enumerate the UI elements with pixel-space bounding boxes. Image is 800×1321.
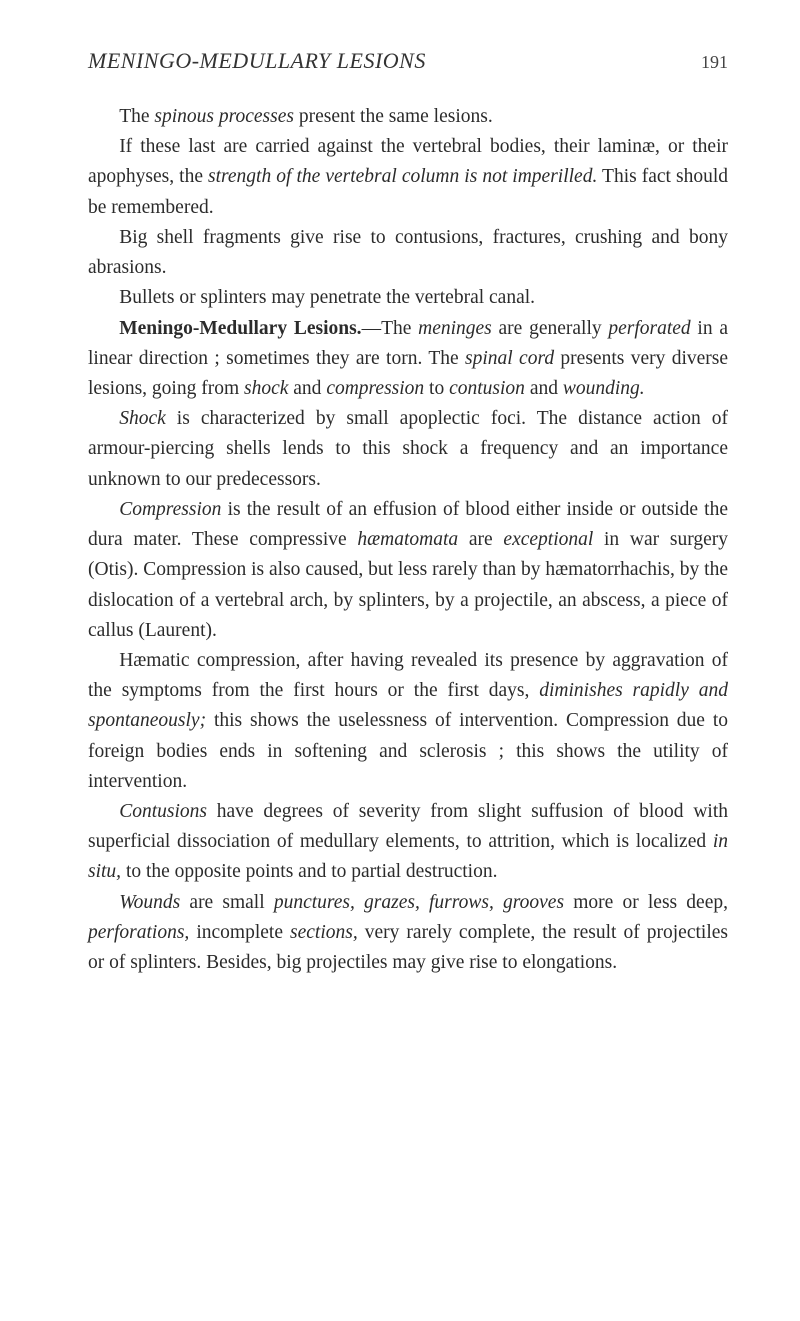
- text: —The: [362, 318, 419, 339]
- italic-text: shock: [244, 378, 288, 399]
- text: is characterized by small apoplectic foc…: [88, 408, 728, 489]
- paragraph-10: Wounds are small punctures, grazes, furr…: [88, 888, 728, 979]
- italic-text: sections,: [290, 922, 358, 943]
- italic-text: contusion: [449, 378, 525, 399]
- text: incomplete: [189, 922, 290, 943]
- italic-text: meninges: [418, 318, 492, 339]
- text: are gene­rally: [492, 318, 609, 339]
- text: more or less deep,: [564, 892, 728, 913]
- text: The: [119, 106, 154, 127]
- running-title: MENINGO-MEDULLARY LESIONS: [88, 48, 426, 74]
- italic-text: perforated: [608, 318, 690, 339]
- text: and: [525, 378, 563, 399]
- italic-text: perforations,: [88, 922, 189, 943]
- italic-text: Compression: [119, 499, 221, 520]
- page-content: The spinous processes present the same l…: [88, 102, 728, 978]
- italic-text: Contusions: [119, 801, 207, 822]
- text: present the same lesions.: [294, 106, 493, 127]
- text: and: [288, 378, 326, 399]
- text: to the opposite points and to partial de…: [121, 861, 497, 882]
- paragraph-2: If these last are carried against the ve…: [88, 132, 728, 223]
- paragraph-3: Big shell fragments give rise to contusi…: [88, 223, 728, 283]
- italic-text: strength of the vertebral column is not …: [208, 166, 597, 187]
- text: are small: [180, 892, 274, 913]
- italic-text: Shock: [119, 408, 166, 429]
- paragraph-6: Shock is characterized by small apoplect…: [88, 404, 728, 495]
- page-number: 191: [701, 52, 728, 73]
- paragraph-7: Compression is the result of an effusion…: [88, 495, 728, 646]
- text: Bullets or splinters may penetrate the v…: [119, 287, 535, 308]
- paragraph-5: Meningo-Medullary Lesions.—The meninges …: [88, 314, 728, 405]
- text: are: [458, 529, 503, 550]
- paragraph-1: The spinous processes present the same l…: [88, 102, 728, 132]
- italic-text: wounding.: [563, 378, 645, 399]
- page-header: MENINGO-MEDULLARY LESIONS 191: [88, 48, 728, 74]
- section-heading: Meningo-Medullary Lesions.: [119, 318, 361, 339]
- text: to: [424, 378, 449, 399]
- italic-text: punctures, grazes, furrows, grooves: [274, 892, 564, 913]
- italic-text: spinal cord: [465, 348, 554, 369]
- paragraph-8: Hæmatic compression, after having reveal…: [88, 646, 728, 797]
- italic-text: compression: [326, 378, 424, 399]
- italic-text: exceptional: [503, 529, 593, 550]
- italic-text: hæmatomata: [357, 529, 458, 550]
- paragraph-4: Bullets or splinters may penetrate the v…: [88, 283, 728, 313]
- italic-text: Wounds: [119, 892, 180, 913]
- text: Big shell fragments give rise to contusi…: [88, 227, 728, 278]
- italic-text: spinous processes: [154, 106, 294, 127]
- paragraph-9: Contusions have degrees of severity from…: [88, 797, 728, 888]
